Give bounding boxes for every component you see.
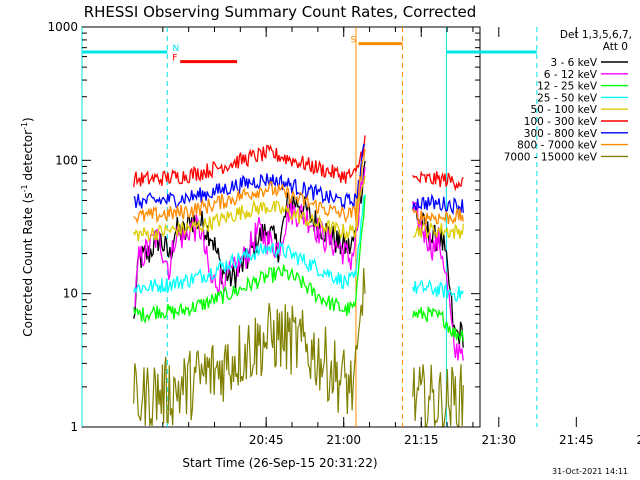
- flag-label-f: F: [172, 54, 177, 64]
- x-tick-label: 21:00: [326, 433, 361, 447]
- legend-detectors: Det 1,3,5,6,7,: [560, 29, 632, 41]
- timestamp: 31-Oct-2021 14:11: [552, 467, 628, 476]
- legend-label: 800 - 7000 keV: [517, 140, 598, 152]
- series-layer: [133, 135, 464, 427]
- x-tick-label: 21:45: [559, 433, 594, 447]
- legend-label: 300 - 800 keV: [524, 128, 598, 140]
- marker-layer: [81, 27, 538, 427]
- series-line: [133, 195, 464, 342]
- legend-attenuator: Att 0: [603, 41, 628, 53]
- flag-label-s: S: [351, 36, 357, 46]
- y-tick-label: 1: [70, 420, 78, 434]
- legend-label: 7000 - 15000 keV: [504, 151, 598, 163]
- series-line: [133, 194, 464, 303]
- legend-label: 50 - 100 keV: [530, 104, 597, 116]
- legend-label: 12 - 25 keV: [537, 81, 598, 93]
- series-line: [133, 148, 464, 225]
- legend-label: 6 - 12 keV: [544, 69, 598, 81]
- series-line: [133, 143, 464, 216]
- flag-label-n: N: [172, 44, 179, 54]
- y-tick-label: 1000: [47, 20, 78, 34]
- series-line: [133, 135, 464, 192]
- legend-label: 100 - 300 keV: [524, 116, 598, 128]
- x-tick-label: 21:15: [404, 433, 439, 447]
- y-axis-label: Corrected Count Rate (s-1 detector-1): [20, 117, 35, 336]
- x-tick-label: 22:00: [637, 433, 640, 447]
- chart-title: RHESSI Observing Summary Count Rates, Co…: [84, 3, 477, 21]
- y-tick-label: 100: [55, 153, 78, 167]
- series-line: [133, 267, 464, 427]
- axis-layer: 1 10 100 1000 20:45 21:00 21:15 21:30 21:45 22:00: [47, 20, 640, 447]
- series-line: [133, 175, 464, 243]
- legend-label: 25 - 50 keV: [537, 92, 598, 104]
- x-axis-label: Start Time (26-Sep-15 20:31:22): [182, 456, 377, 470]
- y-tick-label: 10: [63, 287, 78, 301]
- legend-label: 3 - 6 keV: [550, 57, 597, 69]
- x-tick-label: 20:45: [249, 433, 284, 447]
- flag-layer: NF S: [82, 36, 537, 64]
- x-tick-label: 21:30: [481, 433, 516, 447]
